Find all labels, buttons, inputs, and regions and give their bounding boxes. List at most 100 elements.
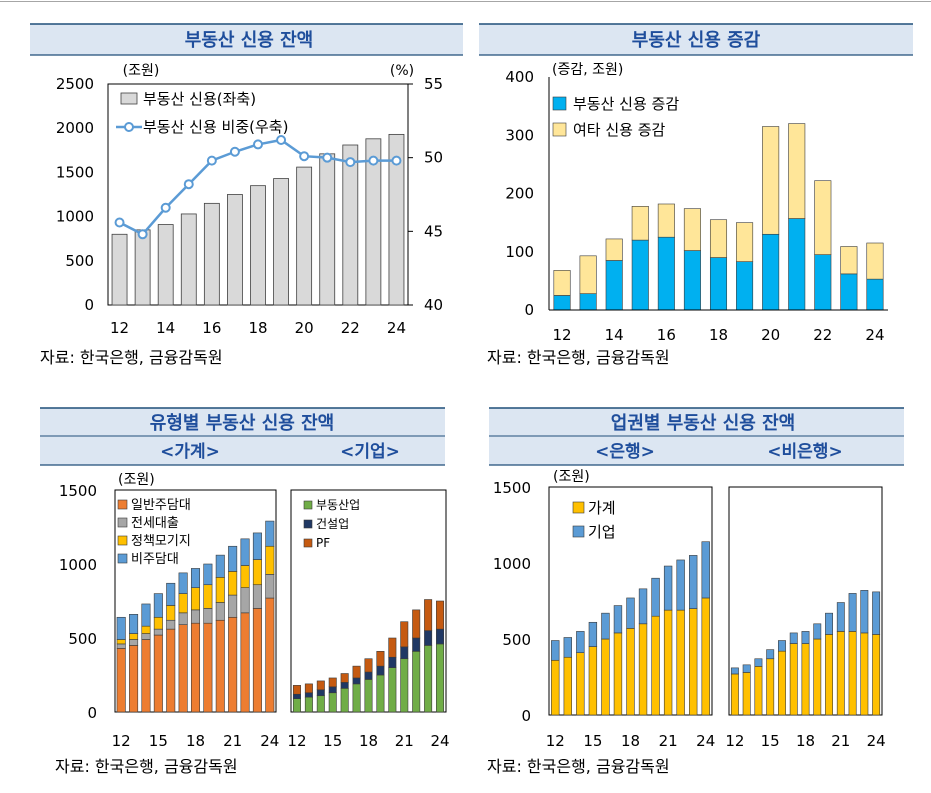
bl2-bar-2-19 bbox=[376, 665, 385, 676]
bl1-ytick-0: 0 bbox=[87, 704, 97, 722]
tr-bar-2-13 bbox=[579, 255, 597, 294]
bl1-xtick-18: 18 bbox=[186, 732, 205, 750]
tr-legend-label-2: 여타 신용 증감 bbox=[573, 121, 666, 139]
bl2-legend-label-2: 건설업 bbox=[316, 517, 349, 531]
tr-xtick-14: 14 bbox=[605, 326, 624, 344]
bl2-bar-3-20 bbox=[388, 637, 397, 658]
bl1-bar-4-24 bbox=[265, 520, 275, 547]
bl2-bar-2-24 bbox=[436, 628, 445, 645]
tr-bar-2-17 bbox=[683, 208, 701, 251]
br1-bar-2-19 bbox=[638, 588, 648, 625]
br2-bar-1-14 bbox=[754, 666, 763, 716]
chart-credit-change: 0 100 200 300 400 12 14 16 18 20 22 24 (증감, 조원) 부동산 신… bbox=[505, 62, 888, 344]
bl1-bar-4-21 bbox=[228, 545, 238, 572]
bl1-bar-4-19 bbox=[203, 563, 213, 586]
tr-bar-2-16 bbox=[657, 203, 675, 238]
tr-bar-1-13 bbox=[579, 293, 597, 311]
bl1-bar-2-13 bbox=[129, 639, 139, 646]
bl1-bar-3-14 bbox=[141, 625, 151, 634]
tl-share-point-13 bbox=[137, 229, 148, 240]
bl2-bar-1-12 bbox=[292, 698, 301, 713]
bl1-bar-1-20 bbox=[215, 619, 225, 713]
tr-bar-2-24 bbox=[866, 242, 884, 280]
bl1-xtick-12: 12 bbox=[112, 732, 131, 750]
br1-bar-1-13 bbox=[563, 656, 572, 716]
tr-ytick-300: 300 bbox=[505, 126, 534, 144]
br1-bar-1-22 bbox=[676, 609, 685, 716]
tl-share-point-15 bbox=[183, 179, 194, 190]
bl2-legend-label-3: PF bbox=[316, 536, 330, 550]
tr-bar-1-18 bbox=[709, 257, 728, 311]
tl-share-point-18 bbox=[253, 139, 263, 150]
br2-bar-1-15 bbox=[766, 658, 775, 716]
title-bl: 유형별 부동산 신용 잔액 bbox=[150, 413, 334, 434]
br2-bar-1-18 bbox=[801, 643, 810, 716]
bl2-bar-1-18 bbox=[364, 679, 373, 713]
bl2-bar-2-16 bbox=[340, 682, 349, 689]
tr-bar-2-19 bbox=[736, 222, 754, 262]
tr-ytick-400: 400 bbox=[505, 68, 534, 86]
tr-bar-1-19 bbox=[736, 261, 754, 311]
br2-bar-2-14 bbox=[754, 658, 763, 667]
tl-ytick-1500: 1500 bbox=[56, 163, 94, 181]
br1-bar-2-23 bbox=[689, 555, 698, 609]
br2-xtick-15: 15 bbox=[761, 732, 780, 750]
bl1-bar-1-24 bbox=[265, 597, 275, 713]
br2-xtick-18: 18 bbox=[796, 732, 815, 750]
tl-share-point-21 bbox=[322, 152, 333, 163]
br1-bar-1-24 bbox=[701, 597, 710, 716]
bl2-legend-swatch-3 bbox=[303, 538, 313, 548]
source-tl: 자료: 한국은행, 금융감독원 bbox=[40, 348, 223, 367]
br1-bar-2-16 bbox=[601, 612, 610, 640]
tl-xtick-20: 20 bbox=[295, 319, 314, 337]
br1-xtick-15: 15 bbox=[583, 732, 602, 750]
chart-credit-balance: 0 500 1000 1500 2000 2500 40 45 50 55 12 14 16 18 20 22… bbox=[56, 63, 443, 337]
br2-bar-1-23 bbox=[860, 632, 869, 716]
br1-ytick-1500: 1500 bbox=[493, 479, 531, 497]
bl1-bar-2-15 bbox=[153, 628, 163, 636]
tr-xtick-22: 22 bbox=[813, 326, 832, 344]
bl1-bar-1-15 bbox=[153, 634, 163, 713]
tr-bar-1-12 bbox=[553, 295, 571, 311]
chart-household-by-type: 0 500 1000 1500 12 15 18 21 24 (조원) 일반주담대전세대출정책모기지… bbox=[59, 472, 280, 750]
br2-bar-2-22 bbox=[848, 593, 857, 632]
bl1-xtick-15: 15 bbox=[149, 732, 168, 750]
tr-xtick-12: 12 bbox=[552, 326, 571, 344]
br2-bar-2-15 bbox=[766, 649, 775, 660]
bl1-bar-1-16 bbox=[166, 628, 176, 713]
tr-bar-2-20 bbox=[762, 126, 780, 235]
br2-xtick-12: 12 bbox=[725, 732, 744, 750]
bl2-xtick-12: 12 bbox=[287, 732, 306, 750]
bl1-bar-1-23 bbox=[252, 608, 262, 713]
tr-bar-2-12 bbox=[553, 270, 571, 296]
br2-bar-2-13 bbox=[742, 664, 751, 673]
bl1-bar-2-18 bbox=[190, 609, 201, 624]
tr-legend-swatch-1 bbox=[552, 96, 567, 111]
bl1-bar-4-16 bbox=[166, 582, 176, 606]
br2-bar-2-12 bbox=[730, 667, 739, 675]
bl1-xtick-24: 24 bbox=[260, 732, 279, 750]
bl1-legend-label-1: 일반주담대 bbox=[131, 498, 191, 513]
bl1-bar-2-20 bbox=[215, 602, 225, 621]
bl1-bar-3-12 bbox=[116, 639, 126, 645]
bl2-bar-2-18 bbox=[364, 671, 373, 680]
br2-bar-1-13 bbox=[742, 672, 751, 716]
br1-ytick-500: 500 bbox=[502, 631, 531, 649]
subtitle-nonbank: <비은행> bbox=[767, 442, 842, 462]
tr-xtick-20: 20 bbox=[761, 326, 780, 344]
tl-ytick-500: 500 bbox=[65, 252, 94, 270]
bl1-legend-swatch-2 bbox=[117, 517, 128, 528]
br2-bar-2-16 bbox=[778, 640, 786, 652]
tl-share-point-14 bbox=[160, 202, 171, 213]
bl2-bar-2-15 bbox=[328, 686, 337, 694]
bl2-bar-1-17 bbox=[352, 683, 361, 713]
tl-bar-21 bbox=[319, 153, 336, 306]
tl-ytick-2000: 2000 bbox=[56, 119, 94, 137]
tl-ytick-2500: 2500 bbox=[56, 75, 94, 93]
br1-bar-1-18 bbox=[626, 628, 635, 716]
bl2-bar-3-14 bbox=[316, 680, 325, 691]
bl2-legend-swatch-2 bbox=[303, 519, 313, 529]
